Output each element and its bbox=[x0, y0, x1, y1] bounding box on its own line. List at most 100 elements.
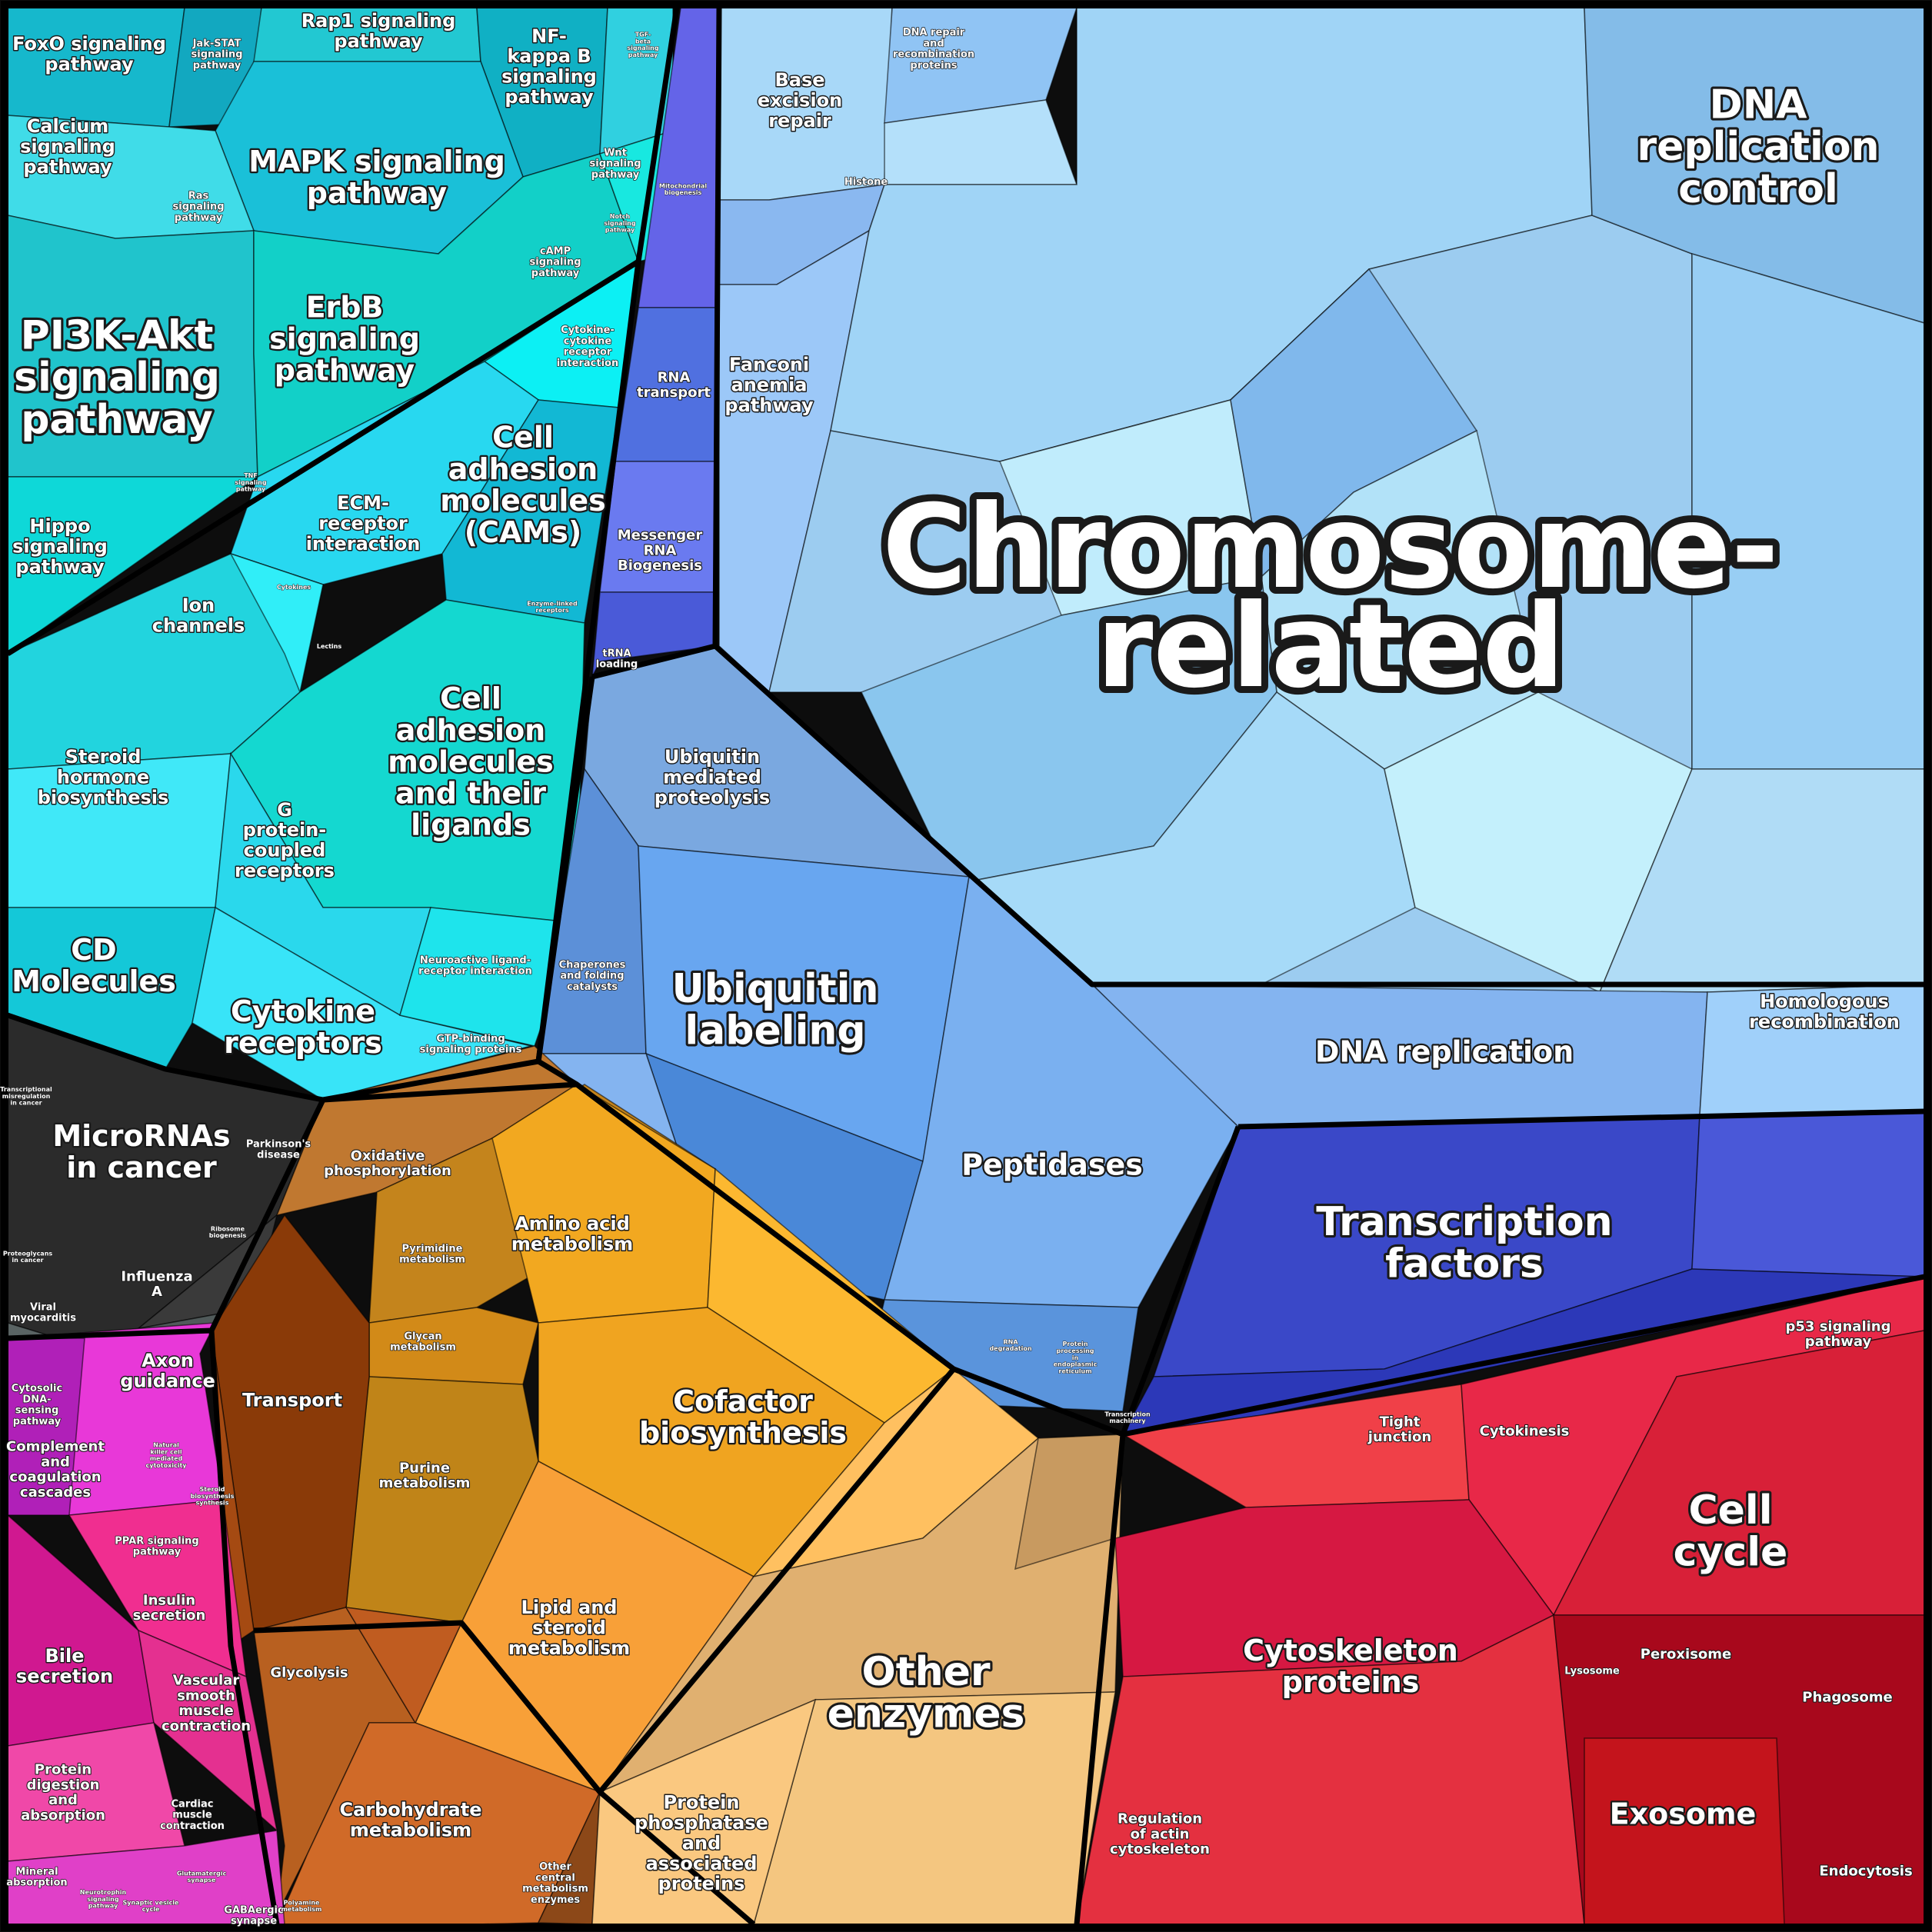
label-tight: Tight junction bbox=[1367, 1414, 1431, 1445]
label-line: sensing bbox=[15, 1405, 59, 1417]
label-line: NF- bbox=[531, 25, 567, 47]
label-line: recombination bbox=[893, 49, 974, 61]
label-line: replication bbox=[1637, 124, 1879, 170]
label-line: Cytokine- bbox=[561, 325, 615, 336]
label-line: metabolism bbox=[379, 1475, 471, 1491]
label-line: anemia bbox=[731, 374, 808, 395]
label-line: Rap1 signaling bbox=[301, 10, 456, 32]
border-cellular bbox=[1122, 1274, 1925, 1437]
label-line: beta bbox=[635, 38, 651, 45]
label-pi3k: PI3K-Akt signaling pathway bbox=[14, 313, 220, 443]
label-line: Molecules bbox=[12, 964, 176, 998]
label-enzlinked: Enzyme-linked receptors bbox=[527, 600, 578, 614]
label-cytoreceptor: Cytokine-cytokine receptor interaction bbox=[557, 325, 619, 369]
label-line: Ubiquitin bbox=[671, 966, 878, 1012]
border-carbohydrate bbox=[253, 1620, 756, 1927]
label-line: proteins bbox=[1282, 1665, 1420, 1699]
label-ubiprot: Ubiquitin mediated proteolysis bbox=[655, 746, 770, 808]
label-line: receptor bbox=[564, 347, 612, 358]
label-line: RNA bbox=[1003, 1338, 1018, 1345]
label-line: secretion bbox=[16, 1666, 113, 1687]
cell bbox=[591, 591, 716, 678]
label-mito: Mitochondrial biogenesis bbox=[659, 182, 707, 196]
label-line: Protein bbox=[1063, 1341, 1088, 1347]
label-tnf: TNF signaling pathway bbox=[235, 472, 267, 493]
label-line: pathway bbox=[45, 54, 134, 75]
label-line: biogenesis bbox=[209, 1232, 247, 1239]
label-camlig: Cell adhesion molecules and their ligands bbox=[388, 681, 554, 841]
cell bbox=[1691, 1111, 1925, 1277]
label-line: steroid bbox=[532, 1617, 606, 1638]
label-line: Fanconi bbox=[729, 354, 809, 375]
label-line: Parkinson's bbox=[246, 1138, 311, 1150]
label-line: absorption bbox=[6, 1877, 67, 1889]
label-ubilab: Ubiquitin labeling bbox=[671, 966, 878, 1054]
label-chrom: Chromosome-related bbox=[882, 481, 1779, 714]
label-lipid: Lipid and steroid metabolism bbox=[508, 1597, 630, 1659]
label-line: signaling bbox=[14, 355, 220, 401]
label-line: of actin bbox=[1131, 1826, 1190, 1842]
label-line: Neurotrophin bbox=[80, 1889, 127, 1896]
label-line: Lectins bbox=[317, 643, 342, 650]
label-line: TGF- bbox=[635, 32, 651, 38]
label-line: Ribosome bbox=[211, 1225, 245, 1232]
label-line: signaling bbox=[627, 45, 659, 52]
label-line: Ion bbox=[182, 595, 215, 616]
label-line: synapse bbox=[231, 1916, 277, 1927]
label-line: pathway bbox=[15, 556, 105, 578]
label-line: associated bbox=[646, 1853, 758, 1874]
label-mirna: MicroRNAs in cancer bbox=[52, 1119, 230, 1184]
label-line: pathway bbox=[175, 212, 223, 224]
label-line: pathway bbox=[23, 156, 112, 178]
label-line: Natural bbox=[153, 1442, 179, 1449]
label-line: Other bbox=[539, 1861, 571, 1873]
label-foxo: FoxO signaling pathway bbox=[12, 33, 166, 75]
label-lectins: Lectins bbox=[317, 643, 342, 650]
label-line: cAMP bbox=[540, 245, 571, 257]
label-line: A bbox=[152, 1284, 162, 1300]
label-transport: Transport bbox=[242, 1389, 342, 1411]
label-line: Glycan bbox=[404, 1331, 441, 1342]
label-ion: Ion channels bbox=[152, 595, 245, 636]
label-line: Steroid bbox=[65, 746, 142, 768]
label-purine: Purine metabolism bbox=[379, 1460, 471, 1491]
label-line: pathway bbox=[605, 227, 635, 234]
label-line: and bbox=[923, 38, 944, 49]
label-line: pathway bbox=[628, 52, 658, 58]
label-line: muscle bbox=[172, 1810, 212, 1821]
label-notch: Notch signaling pathway bbox=[604, 213, 636, 234]
label-dnarep: DNA repair and recombination proteins bbox=[893, 27, 974, 72]
label-line: coagulation bbox=[9, 1469, 101, 1485]
label-line: digestion bbox=[27, 1777, 100, 1793]
label-line: Proteoglycans bbox=[3, 1250, 53, 1257]
label-line: biogenesis bbox=[665, 189, 702, 196]
label-line: Hippo bbox=[29, 515, 90, 537]
label-line: junction bbox=[1367, 1429, 1431, 1445]
label-line: degradation bbox=[989, 1345, 1031, 1352]
label-line: molecules bbox=[440, 484, 606, 518]
label-cytokines: Cytokines bbox=[277, 584, 311, 591]
label-cytokinesis: Cytokinesis bbox=[1480, 1423, 1570, 1439]
label-line: central bbox=[535, 1872, 575, 1884]
label-line: Mitochondrial bbox=[659, 182, 707, 189]
label-line: in cancer bbox=[12, 1257, 43, 1264]
label-line: pathway bbox=[88, 1903, 118, 1910]
label-line: Cardiac bbox=[172, 1798, 214, 1810]
label-parkinson: Parkinson's disease bbox=[246, 1138, 311, 1161]
border-replication bbox=[1237, 1108, 1925, 1130]
label-line: endoplasmic bbox=[1054, 1361, 1098, 1368]
label-line: receptors bbox=[235, 860, 335, 881]
label-line: enzymes bbox=[531, 1894, 580, 1906]
label-p53: p53 signaling pathway bbox=[1786, 1318, 1891, 1350]
label-protdig: Protein digestion and absorption bbox=[21, 1762, 105, 1824]
label-line: Regulation bbox=[1118, 1811, 1202, 1827]
label-line: contraction bbox=[162, 1718, 251, 1734]
label-line: cycle bbox=[142, 1906, 160, 1913]
label-line: signaling bbox=[173, 202, 225, 213]
label-line: (CAMs) bbox=[465, 515, 581, 549]
label-neuro: Neuroactive ligand-receptor interaction bbox=[418, 954, 532, 977]
label-line: kappa B bbox=[507, 45, 591, 67]
